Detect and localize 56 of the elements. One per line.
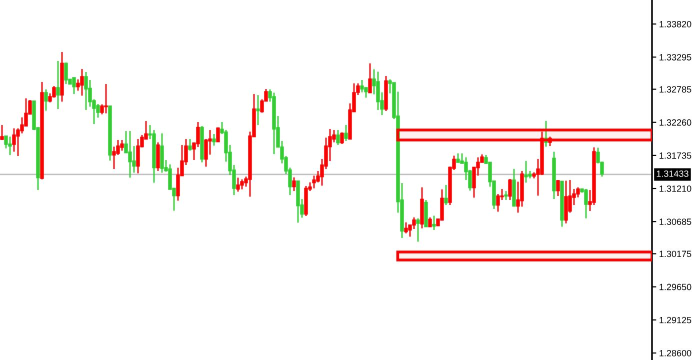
candlestick [196,121,200,148]
y-tick-label: 1.28600 [660,350,692,356]
y-tick-label: 1.29125 [660,316,692,324]
candlestick [64,62,68,85]
candlestick [44,88,48,112]
candlestick [8,136,12,156]
y-tick-label: 1.29650 [660,284,692,290]
candlestick [0,124,4,141]
candlestick [240,178,244,190]
y-tick-label: 1.32260 [660,119,692,126]
candlestick [340,132,344,145]
candlestick [212,133,216,146]
y-tick-label: 1.31735 [660,152,692,159]
y-tick-label: 1.32785 [660,86,692,93]
candlestick [188,138,192,152]
y-tick-label: 1.30685 [660,218,692,225]
candlestick [584,188,588,220]
candlestick [292,176,296,192]
candlestick [368,62,372,94]
y-tick-label: 1.31210 [660,185,692,192]
candlestick [56,60,60,110]
candlestick [80,68,84,96]
candlestick [236,176,240,192]
candlestick [12,128,16,152]
candlestick [344,124,348,142]
candlestick [456,152,460,164]
candlestick [404,222,408,234]
candlestick [376,70,380,111]
candlestick [72,76,76,95]
candlestick [120,139,124,152]
candlestick [564,180,568,224]
candlestick [216,126,220,142]
y-tick-label: 1.33295 [660,54,692,60]
candlestick [160,132,164,174]
candlestick [416,218,420,242]
y-tick-label: 1.33820 [660,20,692,28]
candlestick [256,94,260,126]
candlestick [444,184,448,206]
candlestick [432,214,436,231]
candlestick [508,178,512,201]
candlestick [128,130,132,178]
candlestick [496,193,500,212]
candlestick [556,179,560,197]
y-tick-label: 1.30175 [660,250,692,258]
candlestick [412,216,416,230]
candlestick [336,129,340,146]
candlestick [360,79,364,94]
candlestick [84,71,88,111]
candlestick [524,160,528,184]
candlestick [312,174,316,190]
candlestick [136,138,140,174]
candlestick [428,216,432,228]
candlestick [52,85,56,98]
candlestick [104,83,108,114]
candlestick [156,142,160,172]
ref-line-label: 1.31433 [656,170,688,177]
